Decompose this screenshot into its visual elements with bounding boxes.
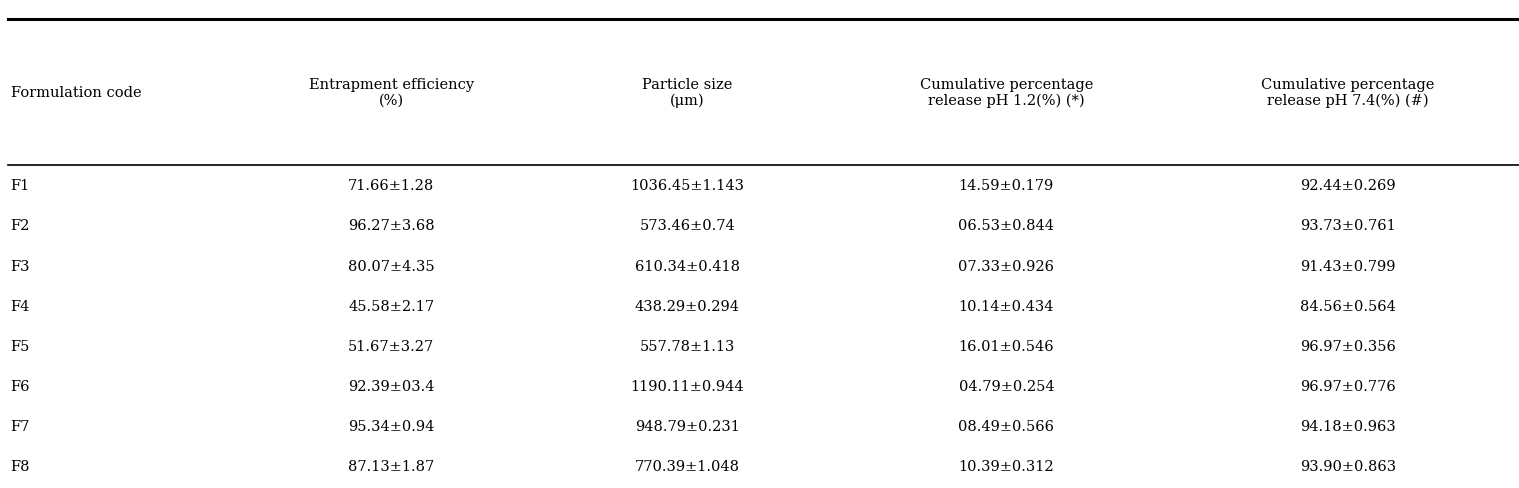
Text: 08.49±0.566: 08.49±0.566 — [958, 419, 1054, 433]
Text: 948.79±0.231: 948.79±0.231 — [635, 419, 740, 433]
Text: 93.90±0.863: 93.90±0.863 — [1300, 459, 1396, 473]
Text: 71.66±1.28: 71.66±1.28 — [348, 179, 434, 193]
Text: F7: F7 — [11, 419, 30, 433]
Text: 93.73±0.761: 93.73±0.761 — [1300, 219, 1396, 233]
Text: Cumulative percentage
release pH 1.2(%) (*): Cumulative percentage release pH 1.2(%) … — [919, 78, 1094, 108]
Text: 610.34±0.418: 610.34±0.418 — [635, 259, 740, 273]
Text: 06.53±0.844: 06.53±0.844 — [958, 219, 1054, 233]
Text: 94.18±0.963: 94.18±0.963 — [1300, 419, 1396, 433]
Text: F5: F5 — [11, 339, 30, 353]
Text: F6: F6 — [11, 379, 30, 393]
Text: 557.78±1.13: 557.78±1.13 — [639, 339, 735, 353]
Text: F3: F3 — [11, 259, 30, 273]
Text: 10.39±0.312: 10.39±0.312 — [958, 459, 1054, 473]
Text: 96.27±3.68: 96.27±3.68 — [348, 219, 434, 233]
Text: 87.13±1.87: 87.13±1.87 — [348, 459, 434, 473]
Text: 1036.45±1.143: 1036.45±1.143 — [630, 179, 744, 193]
Text: Cumulative percentage
release pH 7.4(%) (#): Cumulative percentage release pH 7.4(%) … — [1261, 78, 1435, 108]
Text: F8: F8 — [11, 459, 30, 473]
Text: Formulation code: Formulation code — [11, 86, 141, 100]
Text: 10.14±0.434: 10.14±0.434 — [958, 299, 1054, 313]
Text: 91.43±0.799: 91.43±0.799 — [1300, 259, 1396, 273]
Text: 770.39±1.048: 770.39±1.048 — [635, 459, 740, 473]
Text: F1: F1 — [11, 179, 30, 193]
Text: Particle size
(μm): Particle size (μm) — [643, 78, 732, 108]
Text: 45.58±2.17: 45.58±2.17 — [348, 299, 434, 313]
Text: 07.33±0.926: 07.33±0.926 — [958, 259, 1054, 273]
Text: Entrapment efficiency
(%): Entrapment efficiency (%) — [308, 78, 474, 108]
Text: F2: F2 — [11, 219, 30, 233]
Text: 14.59±0.179: 14.59±0.179 — [958, 179, 1054, 193]
Text: 1190.11±0.944: 1190.11±0.944 — [630, 379, 744, 393]
Text: 95.34±0.94: 95.34±0.94 — [348, 419, 434, 433]
Text: 96.97±0.776: 96.97±0.776 — [1300, 379, 1396, 393]
Text: 438.29±0.294: 438.29±0.294 — [635, 299, 740, 313]
Text: 96.97±0.356: 96.97±0.356 — [1300, 339, 1396, 353]
Text: 16.01±0.546: 16.01±0.546 — [958, 339, 1054, 353]
Text: F4: F4 — [11, 299, 30, 313]
Text: 51.67±3.27: 51.67±3.27 — [348, 339, 434, 353]
Text: 80.07±4.35: 80.07±4.35 — [348, 259, 434, 273]
Text: 573.46±0.74: 573.46±0.74 — [639, 219, 735, 233]
Text: 92.39±03.4: 92.39±03.4 — [348, 379, 434, 393]
Text: 92.44±0.269: 92.44±0.269 — [1300, 179, 1396, 193]
Text: 04.79±0.254: 04.79±0.254 — [958, 379, 1054, 393]
Text: 84.56±0.564: 84.56±0.564 — [1300, 299, 1396, 313]
